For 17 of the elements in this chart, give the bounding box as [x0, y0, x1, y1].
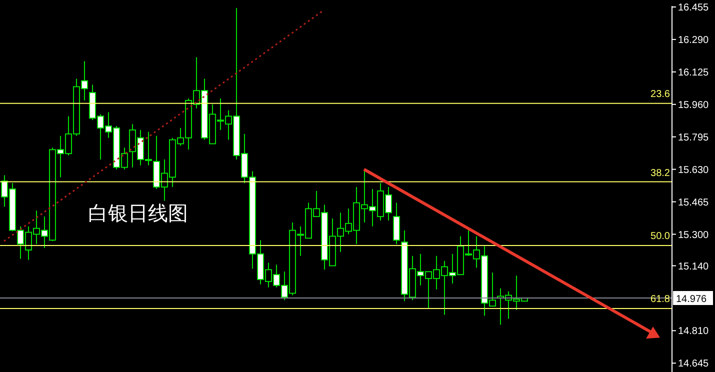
- y-tick-label: 14.645: [678, 358, 710, 370]
- y-tick-label: 15.960: [678, 100, 710, 111]
- y-tick-label: 16.290: [678, 35, 710, 46]
- annotation: 白银日线图: [88, 200, 188, 227]
- y-tick-label: 15.300: [678, 230, 710, 241]
- y-tick-label: 15.630: [678, 164, 710, 176]
- annotation: 50.0: [650, 231, 670, 244]
- y-tick-label: 15.140: [678, 261, 710, 272]
- y-tick-label: 16.455: [678, 2, 710, 14]
- annotation: 23.6: [650, 89, 670, 102]
- y-tick-label: 15.465: [678, 197, 710, 208]
- y-tick-label: 14.810: [678, 326, 710, 338]
- y-tick-label: 16.125: [678, 67, 710, 78]
- y-tick-label: 15.795: [678, 132, 710, 144]
- candlestick: [393, 202, 400, 245]
- ref-line-label: 14.976: [676, 294, 708, 306]
- annotation: 38.2: [650, 168, 670, 180]
